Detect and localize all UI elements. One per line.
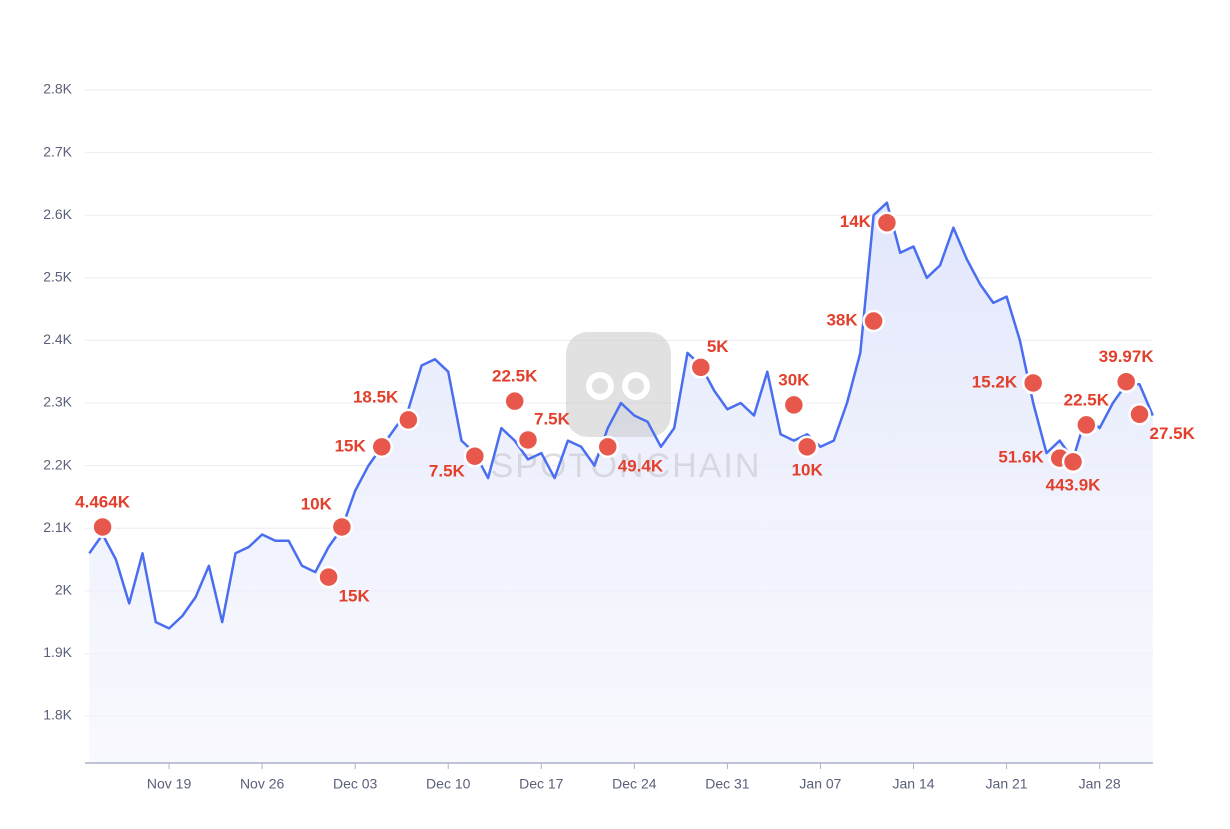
- marker-label: 443.9K: [1046, 475, 1102, 494]
- y-tick-label: 2.2K: [43, 456, 72, 472]
- x-tick-label: Dec 24: [612, 776, 657, 792]
- y-tick-label: 2.1K: [43, 519, 72, 535]
- marker: [596, 435, 620, 459]
- marker-label: 51.6K: [998, 448, 1044, 467]
- x-tick-label: Jan 07: [799, 776, 841, 792]
- marker-label: 7.5K: [429, 462, 466, 481]
- watermark: SPOTONCHAIN: [491, 332, 762, 485]
- marker-label: 15K: [339, 587, 371, 606]
- y-tick-label: 2.5K: [43, 269, 72, 285]
- y-tick-label: 2.8K: [43, 81, 72, 97]
- marker-label: 38K: [826, 310, 858, 329]
- x-tick-label: Dec 10: [426, 776, 471, 792]
- marker: [795, 435, 819, 459]
- marker-label: 14K: [840, 212, 872, 231]
- marker: [463, 444, 487, 468]
- marker: [330, 515, 354, 539]
- marker: [1114, 370, 1138, 393]
- watermark-text: SPOTONCHAIN: [491, 447, 762, 485]
- x-tick-label: Dec 17: [519, 776, 564, 792]
- marker: [782, 393, 806, 417]
- marker: [317, 565, 340, 589]
- marker-label: 39.97K: [1099, 347, 1155, 366]
- marker: [689, 356, 713, 379]
- y-tick-label: 2K: [55, 582, 73, 598]
- marker-label: 15.2K: [972, 372, 1018, 391]
- x-tick-label: Jan 14: [892, 776, 934, 792]
- watermark-logo: [566, 332, 671, 437]
- watermark-logo-ring: [622, 372, 650, 400]
- marker-label: 30K: [778, 370, 810, 389]
- marker: [1021, 371, 1045, 395]
- marker: [516, 428, 540, 452]
- y-tick-label: 2.4K: [43, 331, 72, 347]
- watermark-logo-ring: [586, 372, 614, 400]
- x-tick-label: Nov 26: [240, 776, 285, 792]
- marker: [875, 211, 899, 234]
- area: [89, 202, 1153, 763]
- marker: [503, 389, 526, 413]
- x-tick-label: Jan 21: [986, 776, 1028, 792]
- marker: [370, 435, 394, 459]
- marker-label: 10K: [301, 494, 333, 513]
- marker: [1075, 413, 1098, 437]
- y-tick-label: 2.6K: [43, 206, 72, 222]
- marker-label: 5K: [707, 337, 729, 356]
- x-tick-label: Jan 28: [1079, 776, 1121, 792]
- area-layer: [89, 202, 1153, 763]
- marker: [91, 515, 114, 539]
- y-tick-label: 2.3K: [43, 394, 72, 410]
- marker-label: 22.5K: [1064, 390, 1110, 409]
- x-tick-label: Nov 19: [147, 776, 192, 792]
- marker: [862, 309, 885, 333]
- marker-label: 10K: [792, 460, 824, 479]
- marker-label: 18.5K: [353, 387, 399, 406]
- y-tick-label: 1.9K: [43, 644, 72, 660]
- marker: [1061, 450, 1085, 474]
- marker-label: 27.5K: [1150, 424, 1196, 443]
- x-tick-label: Dec 03: [333, 776, 378, 792]
- marker-label: 49.4K: [618, 456, 664, 475]
- y-tick-label: 1.8K: [43, 707, 72, 723]
- marker: [397, 408, 420, 432]
- marker-label: 22.5K: [492, 367, 538, 386]
- price-line: [88, 201, 1154, 630]
- plot-layer: 4.464K 15K 10K 15K 18.5K 7.5K 22.5K 7.5K 49.4K 5K…: [75, 201, 1196, 630]
- marker-label: 15K: [335, 436, 367, 455]
- marker-label: 4.464K: [75, 492, 131, 511]
- marker: [1128, 403, 1151, 426]
- marker-label: 7.5K: [534, 409, 571, 428]
- x-tick-label: Dec 31: [705, 776, 750, 792]
- y-tick-label: 2.7K: [43, 143, 72, 159]
